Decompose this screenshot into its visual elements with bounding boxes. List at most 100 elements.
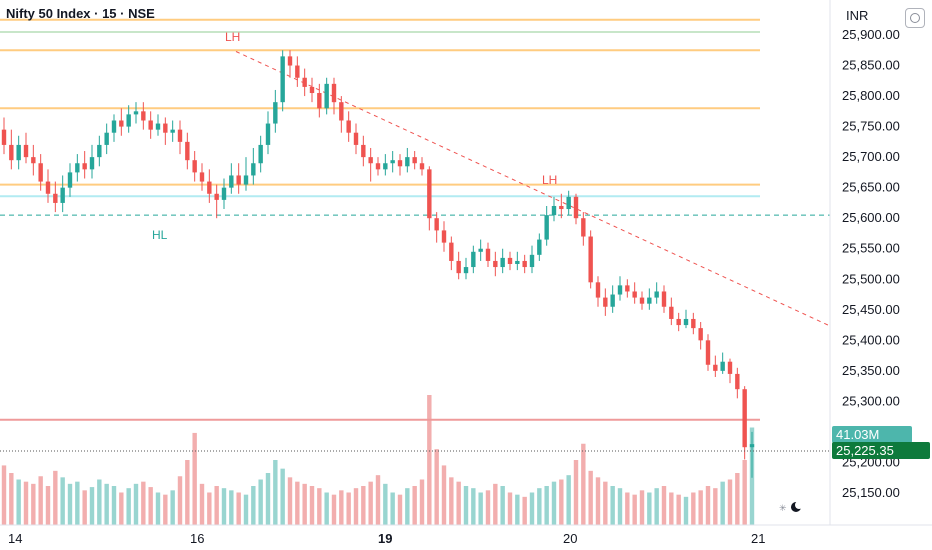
volume-bar (31, 483, 36, 525)
volume-bar (742, 460, 747, 525)
candle-body (632, 291, 637, 298)
volume-bar (383, 483, 388, 525)
time-axis[interactable]: 14 16 19 20 21 (8, 531, 765, 546)
volume-bar (375, 475, 381, 525)
theme-icon[interactable]: ✳ (779, 501, 803, 514)
candle-body (559, 205, 564, 210)
volume-bar (23, 481, 29, 525)
volume-bar (111, 486, 117, 525)
candle-body (9, 144, 14, 161)
volume-bar (647, 492, 652, 525)
volume-bar (515, 494, 520, 525)
candle-body (339, 102, 344, 121)
candle-body (170, 129, 175, 133)
candle-body (361, 144, 366, 158)
candle-body (522, 260, 527, 268)
volume-bar (397, 494, 403, 525)
candle-body (273, 102, 278, 124)
price-tick-label: 25,350.00 (842, 363, 900, 378)
volume-bar (89, 487, 95, 525)
candle-body (412, 157, 417, 164)
candle-body (493, 260, 498, 268)
volume-bar (610, 486, 615, 525)
volume-bar (493, 483, 498, 525)
volume-bar (170, 490, 175, 525)
volume-bar (60, 477, 65, 525)
volume-bar (544, 486, 549, 525)
annotation-lh-1: LH (225, 30, 240, 44)
volume-bar (258, 479, 263, 525)
candle-body (617, 285, 623, 295)
svg-text:✳: ✳ (779, 504, 787, 514)
candle-body (551, 205, 557, 216)
candle-body (185, 141, 190, 161)
volume-bar (236, 492, 241, 525)
volume-bar (104, 483, 109, 525)
volume-bar (309, 486, 315, 525)
volume-bar (529, 492, 535, 525)
settings-icon[interactable] (905, 8, 925, 28)
candle-body (207, 181, 212, 194)
candle-body (478, 248, 483, 252)
candle-body (31, 157, 36, 164)
volume-bar (581, 443, 586, 525)
volume-bar (368, 481, 373, 525)
candle-body (155, 123, 161, 130)
volume-bar (192, 432, 197, 525)
candle-body (419, 163, 425, 170)
candle-body (148, 120, 153, 130)
volume-bar (67, 483, 73, 525)
volume-bar (16, 479, 21, 525)
volume-bar (199, 483, 205, 525)
candle-body (427, 169, 432, 219)
candle-body (397, 160, 403, 167)
price-tick-label: 25,150.00 (842, 485, 900, 500)
candle-body (368, 157, 373, 164)
volume-bar (346, 492, 351, 525)
candle-body (60, 187, 65, 203)
volume-bar (456, 481, 461, 525)
price-tick-label: 25,600.00 (842, 210, 900, 225)
candle-body (295, 65, 300, 78)
candle-body (375, 163, 381, 170)
volume-bar (141, 481, 146, 525)
candle-body (405, 157, 410, 167)
volume-bar (163, 494, 168, 525)
currency-label[interactable]: INR (846, 8, 869, 23)
volume-bar (119, 492, 124, 525)
price-tick-label: 25,550.00 (842, 241, 900, 256)
chart-title: Nifty 50 Index · 15 · NSE (6, 6, 155, 21)
volume-bar (287, 477, 293, 525)
candle-body (243, 175, 249, 185)
candle-body (280, 56, 285, 103)
volume-bar (713, 488, 718, 525)
horizontal-levels (0, 18, 830, 421)
volume-bar (639, 490, 645, 525)
candle-body (691, 318, 696, 329)
candle-body (75, 163, 80, 173)
volume-bar (45, 486, 51, 525)
price-tick-label: 25,400.00 (842, 332, 900, 347)
candle-body (544, 215, 549, 240)
candle-body (111, 120, 117, 133)
volume-bar (705, 486, 711, 525)
time-tick-label: 16 (190, 531, 204, 546)
candle-body (676, 318, 681, 326)
candle-body (199, 172, 205, 182)
volume-bar (126, 488, 131, 525)
time-tick-label: 19 (378, 531, 392, 546)
annotation-hl: HL (152, 228, 168, 242)
candle-body (383, 163, 388, 170)
candle-body (214, 193, 219, 200)
candle-body (23, 144, 29, 158)
volume-bar (661, 486, 667, 525)
volume-bar (97, 479, 102, 525)
candle-body (317, 93, 322, 109)
candle-body (16, 144, 21, 161)
volume-bar (155, 492, 161, 525)
price-tick-label: 25,850.00 (842, 58, 900, 73)
candle-body (471, 251, 476, 268)
candle-body (588, 236, 593, 283)
candle-body (581, 218, 586, 237)
